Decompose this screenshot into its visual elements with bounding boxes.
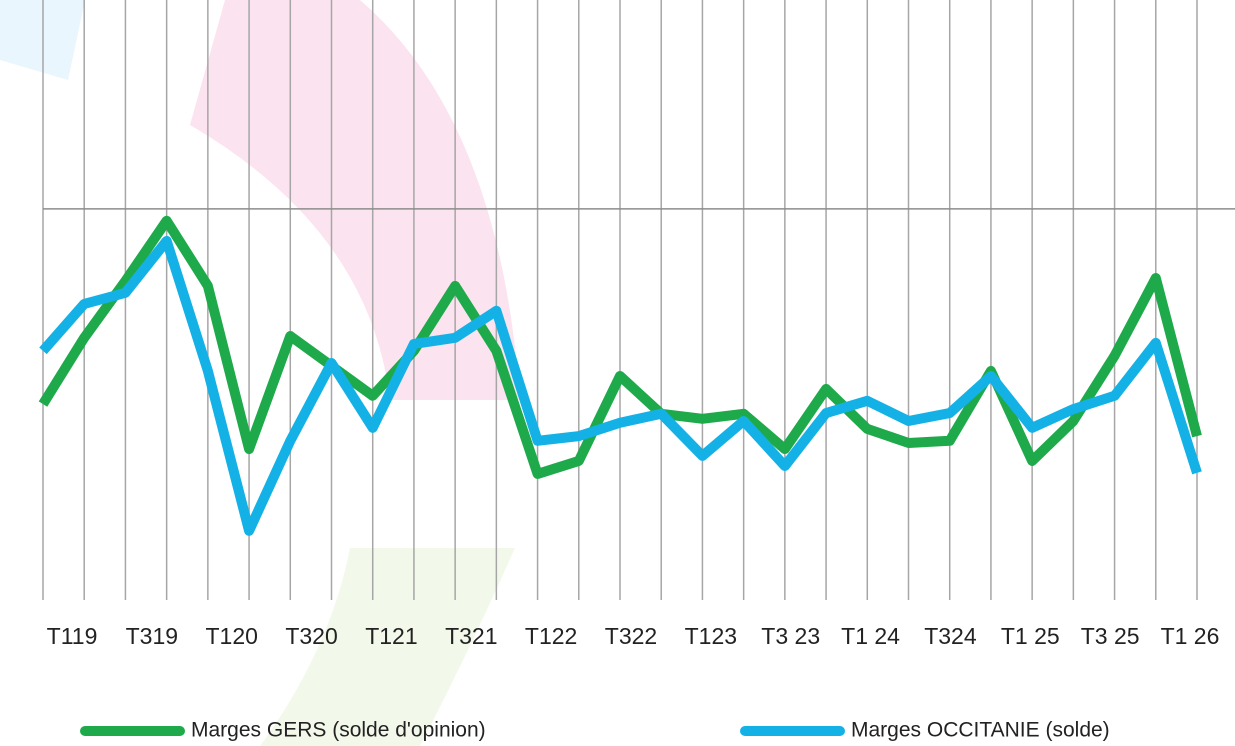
x-tick-label: T3 23 bbox=[761, 623, 820, 649]
background-decor bbox=[0, 0, 520, 746]
x-tick-label: T1 26 bbox=[1161, 623, 1220, 649]
x-tick-label: T119 bbox=[47, 623, 98, 649]
x-tick-label: T320 bbox=[285, 623, 337, 649]
x-tick-label: T123 bbox=[685, 623, 737, 649]
x-tick-label: T322 bbox=[605, 623, 657, 649]
x-tick-label: T324 bbox=[924, 623, 977, 649]
x-tick-label: T121 bbox=[365, 623, 417, 649]
x-tick-label: T3 25 bbox=[1081, 623, 1140, 649]
legend-label: Marges GERS (solde d'opinion) bbox=[191, 719, 486, 742]
x-tick-label: T319 bbox=[126, 623, 178, 649]
x-tick-label: T120 bbox=[205, 623, 257, 649]
series-line bbox=[39, 235, 1202, 536]
decor-pink bbox=[190, 0, 520, 400]
x-tick-label: T1 25 bbox=[1001, 623, 1060, 649]
x-tick-label: T122 bbox=[525, 623, 577, 649]
legend-label: Marges OCCITANIE (solde) bbox=[851, 719, 1110, 742]
x-tick-label: T321 bbox=[445, 623, 497, 649]
decor-green bbox=[260, 548, 515, 746]
x-tick-label: T1 24 bbox=[841, 623, 900, 649]
